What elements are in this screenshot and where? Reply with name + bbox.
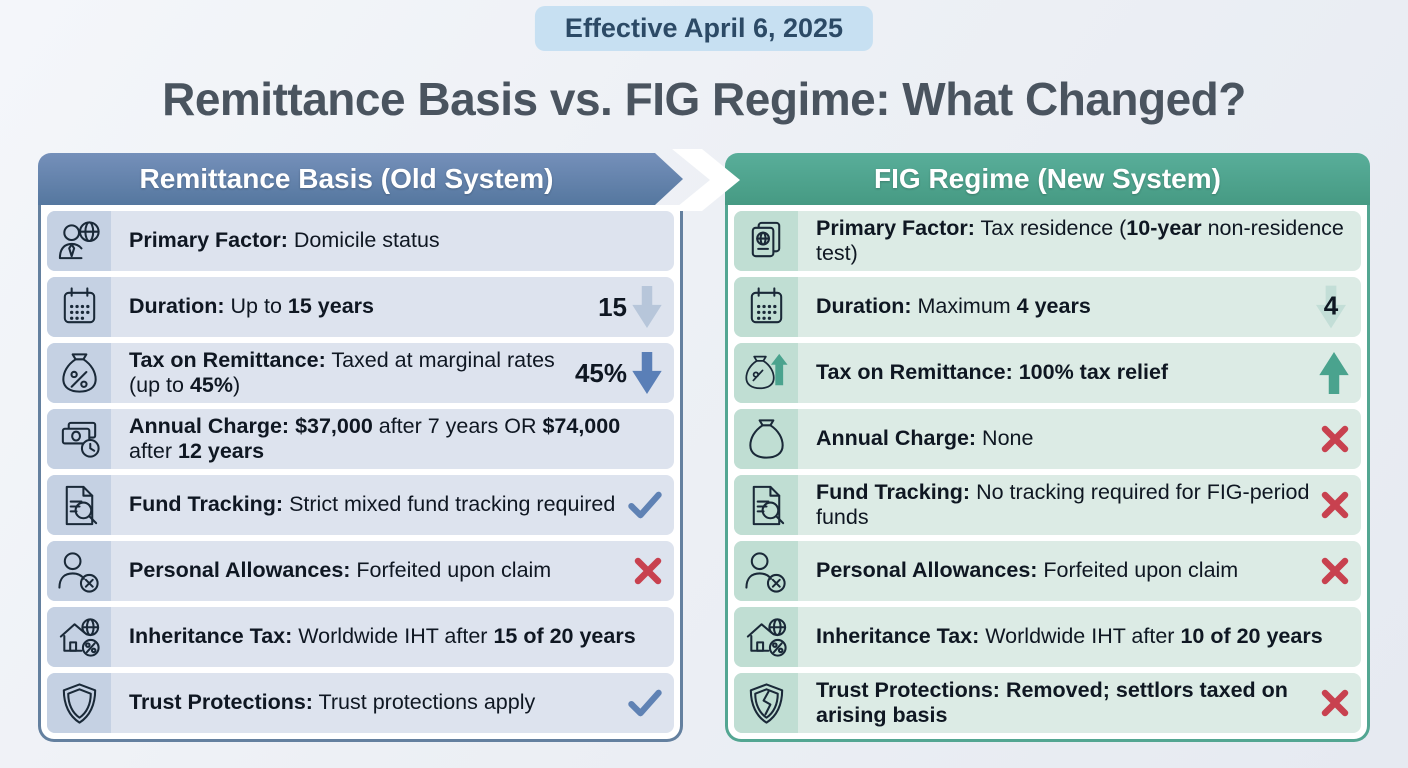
row-primary-factor-new: Primary Factor: Tax residence (10-year n… (734, 211, 1361, 271)
row-text: Duration: Up to 15 years (129, 294, 374, 319)
calendar-icon (47, 277, 111, 337)
row-text: Inheritance Tax: Worldwide IHT after 15 … (129, 624, 636, 649)
duration-change-marker: 15 (598, 286, 674, 328)
passport-icon (734, 211, 798, 271)
document-magnifier-icon (47, 475, 111, 535)
row-trust-protections-old: Trust Protections: Trust protections app… (47, 673, 674, 733)
shield-icon (47, 673, 111, 733)
money-bag-icon (734, 409, 798, 469)
down-arrow-icon (632, 352, 662, 394)
new-system-panel: FIG Regime (New System) Primary Fa (725, 153, 1370, 742)
annual-charge-status-marker (1321, 425, 1361, 453)
row-fund-tracking-old: Fund Tracking: Strict mixed fund trackin… (47, 475, 674, 535)
row-text: Tax on Remittance: Taxed at marginal rat… (129, 347, 555, 397)
tax-rate-change-marker: 45% (575, 352, 674, 394)
row-personal-allowances-new: Personal Allowances: Forfeited upon clai… (734, 541, 1361, 601)
new-duration-value: 4 (1323, 290, 1339, 321)
row-annual-charge-new: Annual Charge: None (734, 409, 1361, 469)
allowances-status-marker (1321, 557, 1361, 585)
row-text: Fund Tracking: No tracking required for … (816, 479, 1310, 529)
effective-date-badge: Effective April 6, 2025 (534, 6, 874, 51)
cross-icon (1321, 689, 1349, 717)
row-text: Annual Charge: None (816, 426, 1034, 451)
person-crossed-icon (734, 541, 798, 601)
row-fund-tracking-new: Fund Tracking: No tracking required for … (734, 475, 1361, 535)
cross-icon (1321, 491, 1349, 519)
old-duration-value: 15 (598, 291, 627, 322)
money-bag-percent-icon (47, 343, 111, 403)
new-system-rows: Primary Factor: Tax residence (10-year n… (725, 205, 1370, 742)
row-duration-old: Duration: Up to 15 years 15 (47, 277, 674, 337)
document-magnifier-icon (734, 475, 798, 535)
page-title: Remittance Basis vs. FIG Regime: What Ch… (162, 73, 1246, 125)
person-crossed-icon (47, 541, 111, 601)
row-text: Inheritance Tax: Worldwide IHT after 10 … (816, 624, 1323, 649)
check-icon (628, 491, 662, 519)
tax-relief-marker (1319, 352, 1361, 394)
down-arrow-icon (1316, 285, 1346, 329)
row-inheritance-tax-new: Inheritance Tax: Worldwide IHT after 10 … (734, 607, 1361, 667)
row-tax-on-remittance-new: Tax on Remittance: 100% tax relief (734, 343, 1361, 403)
row-text: Tax on Remittance: 100% tax relief (816, 360, 1169, 385)
old-system-header: Remittance Basis (Old System) (38, 153, 683, 205)
row-text: Fund Tracking: Strict mixed fund trackin… (129, 492, 616, 517)
row-personal-allowances-old: Personal Allowances: Forfeited upon clai… (47, 541, 674, 601)
calendar-icon (734, 277, 798, 337)
banknotes-clock-icon (47, 409, 111, 469)
allowances-status-marker (634, 557, 674, 585)
row-duration-new: Duration: Maximum 4 years 4 (734, 277, 1361, 337)
row-primary-factor-old: Primary Factor: Domicile status (47, 211, 674, 271)
old-tax-rate-value: 45% (574, 357, 627, 388)
row-text: Primary Factor: Domicile status (129, 228, 440, 253)
old-system-header-label: Remittance Basis (Old System) (139, 163, 554, 194)
money-bag-up-icon (734, 343, 798, 403)
row-text: Personal Allowances: Forfeited upon clai… (129, 558, 552, 583)
trust-status-marker (1321, 689, 1361, 717)
shield-broken-icon (734, 673, 798, 733)
row-text: Annual Charge: $37,000 after 7 years OR … (129, 413, 621, 463)
row-text: Duration: Maximum 4 years (816, 294, 1091, 319)
check-icon (628, 689, 662, 717)
fund-tracking-status-marker (1321, 491, 1361, 519)
house-globe-percent-icon (734, 607, 798, 667)
row-annual-charge-old: Annual Charge: $37,000 after 7 years OR … (47, 409, 674, 469)
trust-status-marker (628, 688, 674, 718)
person-globe-icon (47, 211, 111, 271)
row-inheritance-tax-old: Inheritance Tax: Worldwide IHT after 15 … (47, 607, 674, 667)
old-system-panel: Remittance Basis (Old System) (38, 153, 683, 742)
cross-icon (1321, 557, 1349, 585)
row-text: Personal Allowances: Forfeited upon clai… (816, 558, 1239, 583)
cross-icon (1321, 425, 1349, 453)
duration-change-marker: 4 (1313, 281, 1361, 333)
comparison-columns: Remittance Basis (Old System) (38, 149, 1370, 742)
house-globe-percent-icon (47, 607, 111, 667)
cross-icon (634, 557, 662, 585)
row-tax-on-remittance-old: Tax on Remittance: Taxed at marginal rat… (47, 343, 674, 403)
new-system-header-label: FIG Regime (New System) (874, 163, 1221, 194)
up-arrow-icon (1319, 352, 1349, 394)
row-text: Trust Protections: Trust protections app… (129, 690, 536, 715)
fund-tracking-status-marker (628, 490, 674, 520)
old-system-rows: Primary Factor: Domicile status Dur (38, 205, 683, 742)
row-trust-protections-new: Trust Protections: Removed; settlors tax… (734, 673, 1361, 733)
row-text: Trust Protections: Removed; settlors tax… (816, 677, 1288, 727)
down-arrow-icon (632, 286, 662, 328)
new-system-header: FIG Regime (New System) (725, 153, 1370, 205)
row-text: Primary Factor: Tax residence (10-year n… (816, 215, 1344, 265)
